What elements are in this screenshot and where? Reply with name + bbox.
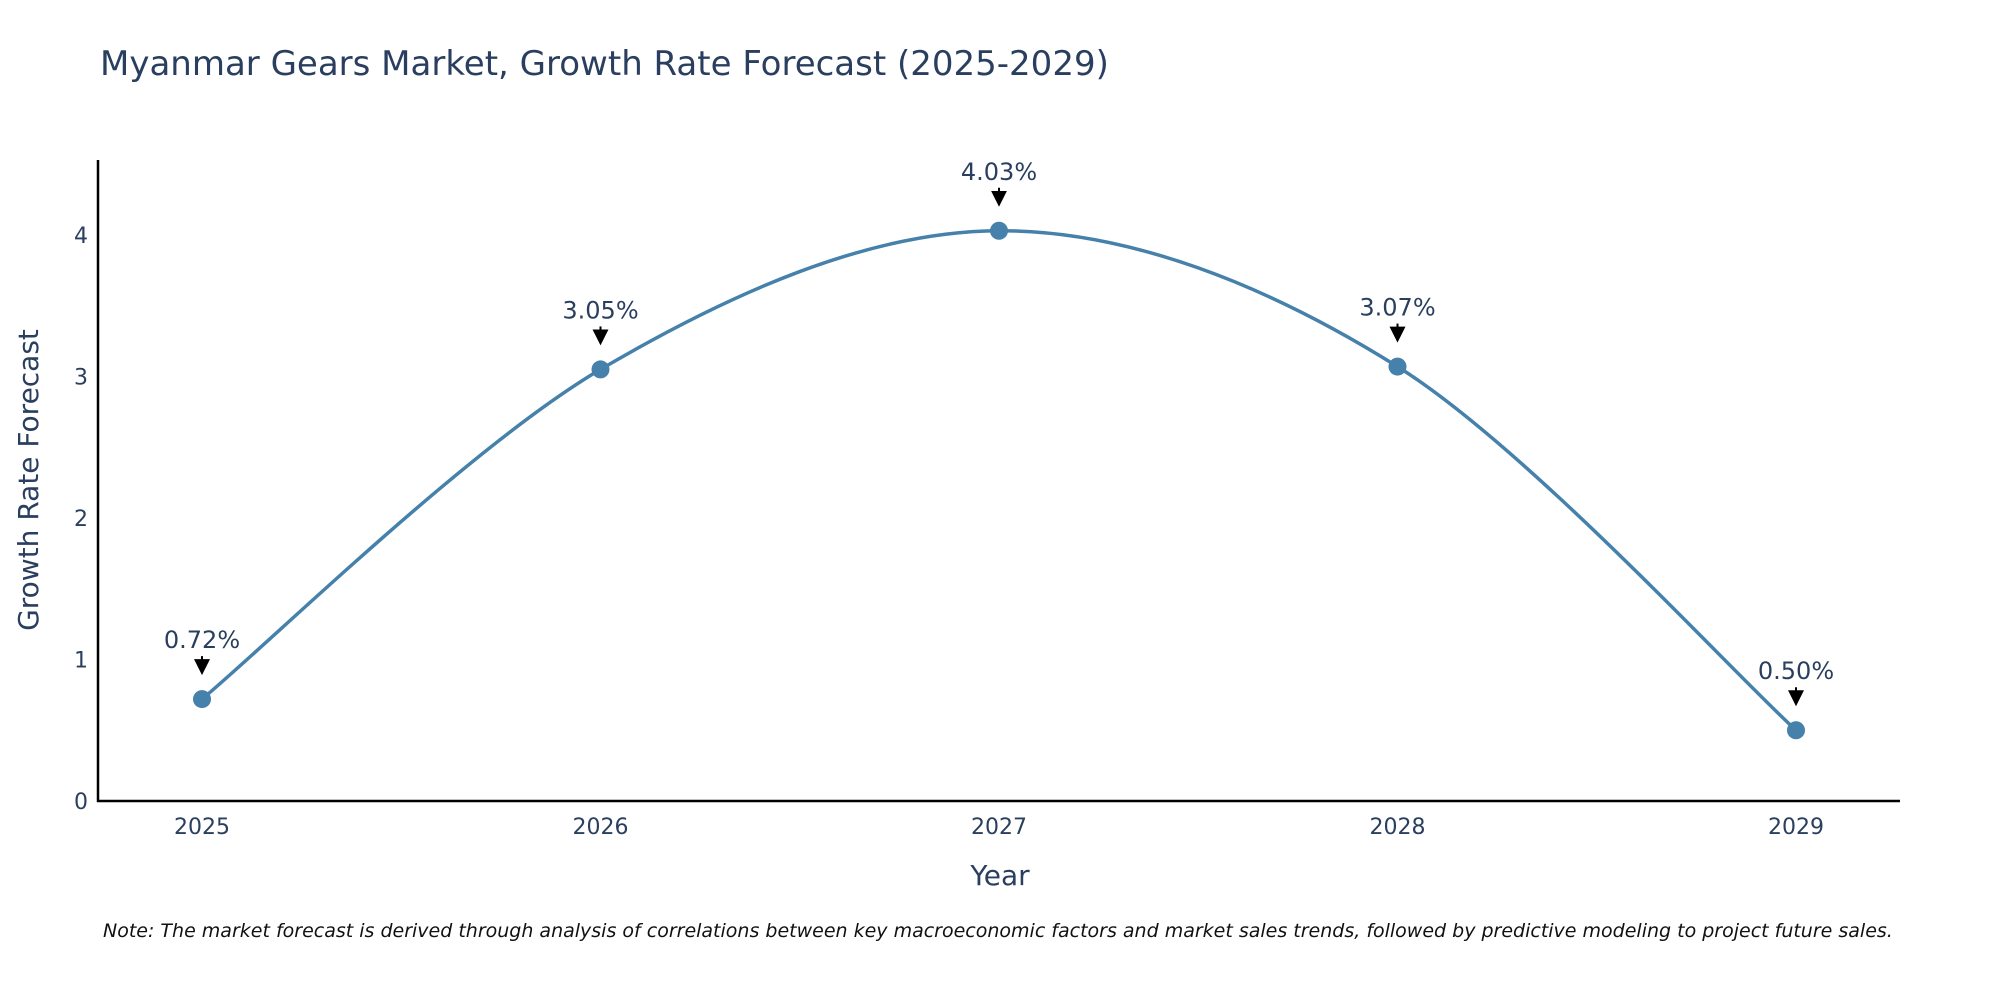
y-tick-label: 0 bbox=[74, 790, 88, 815]
data-point bbox=[1787, 721, 1805, 740]
data-label: 0.50% bbox=[1758, 657, 1834, 685]
y-tick-label: 4 bbox=[74, 224, 88, 249]
data-labels: 0.72% 3.05% 4.03% 3.07% 0.50% bbox=[164, 158, 1834, 707]
axes: 0 1 2 3 4 2025 2026 2027 2028 2029 Year Growth Rate… bbox=[12, 160, 1900, 892]
chart-title: Myanmar Gears Market, Growth Rate Foreca… bbox=[100, 44, 1109, 84]
x-tick-label: 2027 bbox=[971, 815, 1027, 840]
series-line bbox=[200, 228, 1798, 732]
y-tick-label: 3 bbox=[74, 365, 88, 390]
x-axis-title: Year bbox=[969, 859, 1030, 892]
x-tick-label: 2028 bbox=[1370, 815, 1426, 840]
y-tick-label: 2 bbox=[74, 507, 88, 532]
x-tick-label: 2026 bbox=[573, 815, 629, 840]
y-tick-label: 1 bbox=[74, 648, 88, 673]
data-point bbox=[591, 360, 610, 379]
data-label: 4.03% bbox=[961, 158, 1037, 186]
data-label: 0.72% bbox=[164, 626, 240, 654]
chart-note: Note: The market forecast is derived thr… bbox=[103, 920, 1893, 942]
data-point bbox=[990, 221, 1008, 240]
x-tick-label: 2029 bbox=[1768, 815, 1824, 840]
data-point bbox=[193, 690, 211, 709]
y-axis-title: Growth Rate Forecast bbox=[12, 329, 45, 631]
series-group bbox=[193, 221, 1805, 740]
x-tick-label: 2025 bbox=[174, 815, 230, 840]
data-point bbox=[1388, 357, 1407, 376]
data-label: 3.07% bbox=[1359, 294, 1435, 322]
data-label: 3.05% bbox=[562, 296, 638, 324]
